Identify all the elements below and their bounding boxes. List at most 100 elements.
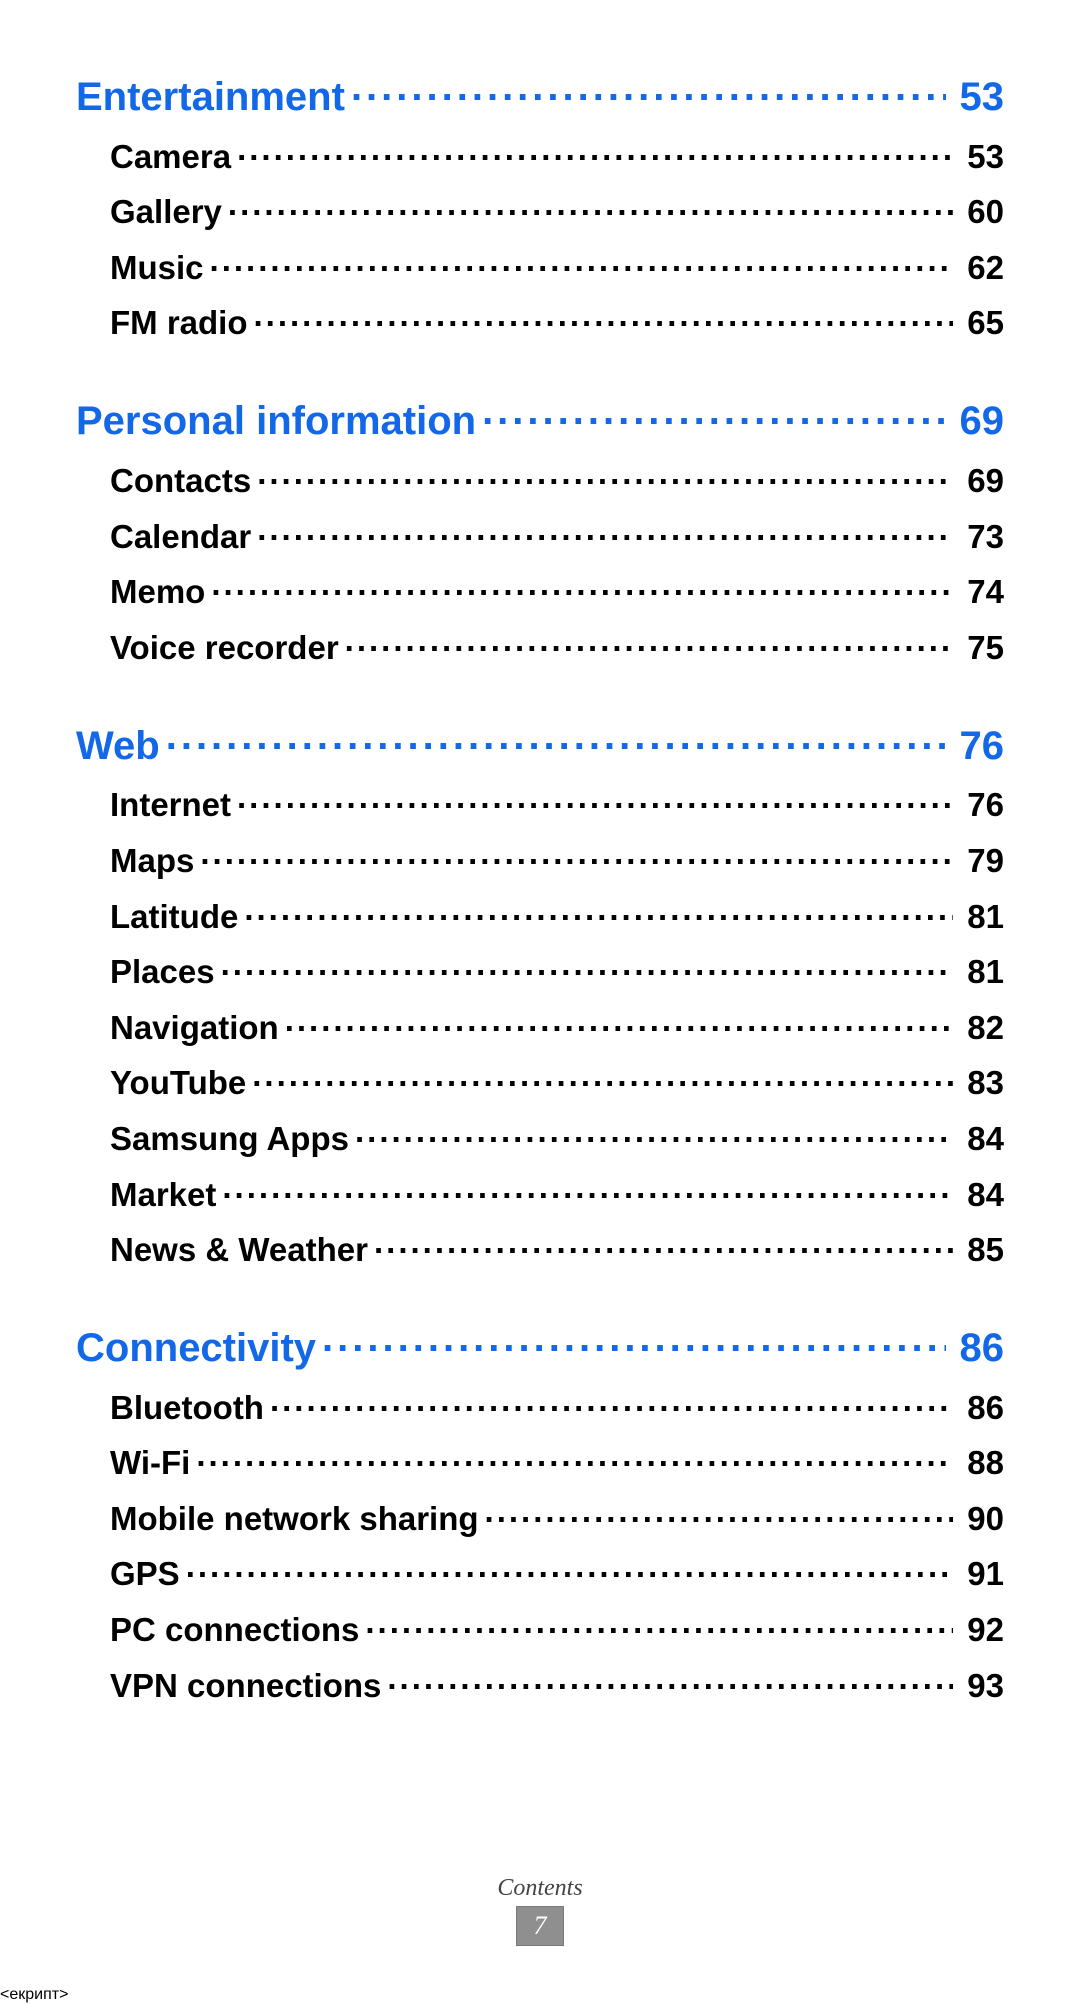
toc-item-label: Samsung Apps <box>110 1120 355 1158</box>
toc-item-page: 60 <box>953 193 1004 231</box>
toc-section-label: Connectivity <box>76 1326 322 1371</box>
toc-item-page: 93 <box>953 1667 1004 1705</box>
toc-item-voice-recorder[interactable]: Voice recorder 75 <box>76 619 1004 667</box>
toc-item-pc-connections[interactable]: PC connections 92 <box>76 1601 1004 1649</box>
toc-item-internet[interactable]: Internet 76 <box>76 777 1004 825</box>
toc-leader <box>210 239 954 279</box>
toc-leader <box>482 386 945 434</box>
toc-item-navigation[interactable]: Navigation 82 <box>76 999 1004 1047</box>
toc-item-label: GPS <box>110 1555 186 1593</box>
toc-leader <box>485 1490 954 1530</box>
toc-section-label: Personal information <box>76 399 482 444</box>
page-number: 7 <box>534 1911 547 1941</box>
toc-item-wifi[interactable]: Wi-Fi 88 <box>76 1435 1004 1483</box>
toc-item-label: Memo <box>110 573 211 611</box>
toc-item-label: Music <box>110 249 210 287</box>
toc-section-page: 76 <box>946 724 1005 769</box>
toc-leader <box>322 1313 945 1361</box>
toc-item-page: 79 <box>953 842 1004 880</box>
toc-section-page: 69 <box>946 399 1005 444</box>
toc-item-music[interactable]: Music 62 <box>76 239 1004 287</box>
toc-item-youtube[interactable]: YouTube 83 <box>76 1055 1004 1103</box>
toc-item-mobile-network-sharing[interactable]: Mobile network sharing 90 <box>76 1490 1004 1538</box>
toc-item-fm-radio[interactable]: FM radio 65 <box>76 295 1004 343</box>
toc-item-label: Mobile network sharing <box>110 1500 485 1538</box>
toc-item-gallery[interactable]: Gallery 60 <box>76 184 1004 232</box>
toc-item-bluetooth[interactable]: Bluetooth 86 <box>76 1379 1004 1427</box>
toc-item-label: Camera <box>110 138 237 176</box>
toc-item-memo[interactable]: Memo 74 <box>76 564 1004 612</box>
toc-leader <box>196 1435 953 1475</box>
toc-section-personal-information[interactable]: Personal information 69 <box>76 386 1004 444</box>
toc-leader <box>252 1055 953 1095</box>
toc-leader <box>285 999 954 1039</box>
toc-item-label: Latitude <box>110 898 244 936</box>
toc-item-page: 88 <box>953 1444 1004 1482</box>
toc-item-page: 69 <box>953 462 1004 500</box>
toc-item-page: 85 <box>953 1231 1004 1269</box>
toc-item-label: VPN connections <box>110 1667 387 1705</box>
toc-section-label: Entertainment <box>76 75 351 120</box>
toc-leader <box>228 184 953 224</box>
toc-item-label: Gallery <box>110 193 228 231</box>
toc-leader <box>270 1379 953 1419</box>
toc-leader <box>365 1601 953 1641</box>
toc-leader <box>351 62 946 110</box>
page-number-badge: 7 <box>516 1906 564 1946</box>
toc-item-page: 73 <box>953 518 1004 556</box>
toc-leader <box>257 508 953 548</box>
toc-item-page: 90 <box>953 1500 1004 1538</box>
toc-section-page: 86 <box>946 1326 1005 1371</box>
toc-item-page: 83 <box>953 1064 1004 1102</box>
toc-leader <box>254 295 954 335</box>
toc-section-entertainment[interactable]: Entertainment 53 <box>76 62 1004 120</box>
toc-item-maps[interactable]: Maps 79 <box>76 832 1004 880</box>
toc-item-contacts[interactable]: Contacts 69 <box>76 452 1004 500</box>
toc-item-samsung-apps[interactable]: Samsung Apps 84 <box>76 1110 1004 1158</box>
toc-item-page: 86 <box>953 1389 1004 1427</box>
toc-item-page: 84 <box>953 1176 1004 1214</box>
toc-item-page: 84 <box>953 1120 1004 1158</box>
toc-leader <box>211 564 953 604</box>
toc-item-market[interactable]: Market 84 <box>76 1166 1004 1214</box>
toc-item-page: 91 <box>953 1555 1004 1593</box>
toc-item-places[interactable]: Places 81 <box>76 944 1004 992</box>
toc-item-news-weather[interactable]: News & Weather 85 <box>76 1222 1004 1270</box>
page-footer: Contents 7 <box>76 1875 1004 1946</box>
toc-item-page: 92 <box>953 1611 1004 1649</box>
toc-page: Entertainment 53 Camera 53 Gallery 60 Mu… <box>0 0 1080 1986</box>
toc-item-label: Internet <box>110 786 237 824</box>
toc-section-web[interactable]: Web 76 <box>76 711 1004 769</box>
toc-section-connectivity[interactable]: Connectivity 86 <box>76 1313 1004 1371</box>
toc-leader <box>200 832 953 872</box>
toc-leader <box>345 619 954 659</box>
toc-item-page: 81 <box>953 953 1004 991</box>
toc-item-page: 74 <box>953 573 1004 611</box>
toc-item-latitude[interactable]: Latitude 81 <box>76 888 1004 936</box>
toc-item-label: PC connections <box>110 1611 365 1649</box>
toc-section-page: 53 <box>946 75 1005 120</box>
toc-item-label: Navigation <box>110 1009 285 1047</box>
toc-item-gps[interactable]: GPS 91 <box>76 1546 1004 1594</box>
toc-item-label: Calendar <box>110 518 257 556</box>
toc-section-label: Web <box>76 724 166 769</box>
toc-item-page: 82 <box>953 1009 1004 1047</box>
toc-item-label: Voice recorder <box>110 629 345 667</box>
toc-leader <box>257 452 953 492</box>
toc-item-page: 62 <box>953 249 1004 287</box>
toc-item-label: News & Weather <box>110 1231 374 1269</box>
toc-item-label: FM radio <box>110 304 254 342</box>
toc-item-calendar[interactable]: Calendar 73 <box>76 508 1004 556</box>
toc-leader <box>355 1110 953 1150</box>
toc-item-label: Maps <box>110 842 200 880</box>
toc-item-page: 76 <box>953 786 1004 824</box>
toc-item-label: Wi-Fi <box>110 1444 196 1482</box>
toc-leader <box>244 888 953 928</box>
toc-item-vpn-connections[interactable]: VPN connections 93 <box>76 1657 1004 1705</box>
footer-label: Contents <box>76 1875 1004 1902</box>
toc-leader <box>387 1657 953 1697</box>
toc-item-page: 53 <box>953 138 1004 176</box>
toc-item-camera[interactable]: Camera 53 <box>76 128 1004 176</box>
toc-item-label: Contacts <box>110 462 257 500</box>
toc-leader <box>237 777 953 817</box>
